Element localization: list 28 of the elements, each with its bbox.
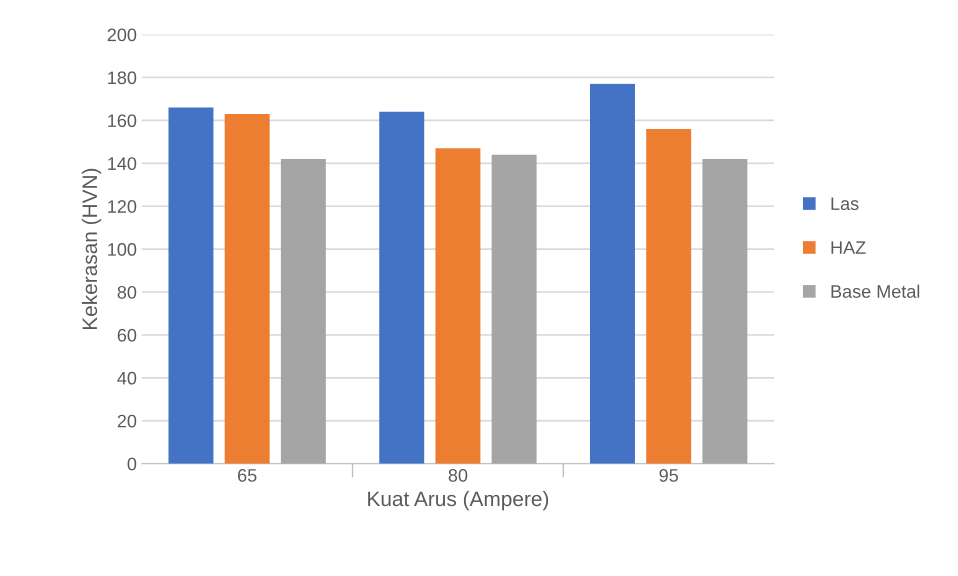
y-tick-label: 0: [128, 458, 136, 470]
bar: [280, 159, 326, 464]
x-tick-label: 80: [448, 469, 468, 482]
bar: [492, 154, 537, 464]
y-axis-title: Kekerasan (HVN): [82, 168, 102, 330]
y-tick-label: 80: [118, 286, 136, 299]
bar: [435, 148, 480, 464]
y-tick-label: 180: [108, 71, 136, 84]
bar: [224, 114, 270, 464]
legend-label: HAZ: [832, 241, 866, 254]
y-tick-label: 200: [108, 28, 136, 42]
y-tick-label: 120: [108, 200, 136, 213]
y-tick-label: 100: [108, 243, 136, 256]
legend-label: Base Metal: [832, 284, 920, 298]
x-axis-title: Kuat Arus (Ampere): [368, 490, 548, 510]
bar: [646, 128, 692, 464]
y-tick-label: 160: [108, 114, 136, 128]
bar: [590, 84, 635, 464]
x-tick-label: 95: [659, 469, 678, 482]
x-tick-label: 65: [238, 469, 256, 482]
bar: [702, 159, 748, 464]
y-tick-label: 20: [118, 414, 136, 428]
y-tick-label: 60: [118, 328, 136, 342]
bar: [379, 112, 424, 464]
bar: [168, 108, 214, 464]
y-tick-label: 140: [108, 157, 136, 170]
legend-label: Las: [832, 197, 858, 210]
y-tick-label: 40: [117, 372, 136, 385]
